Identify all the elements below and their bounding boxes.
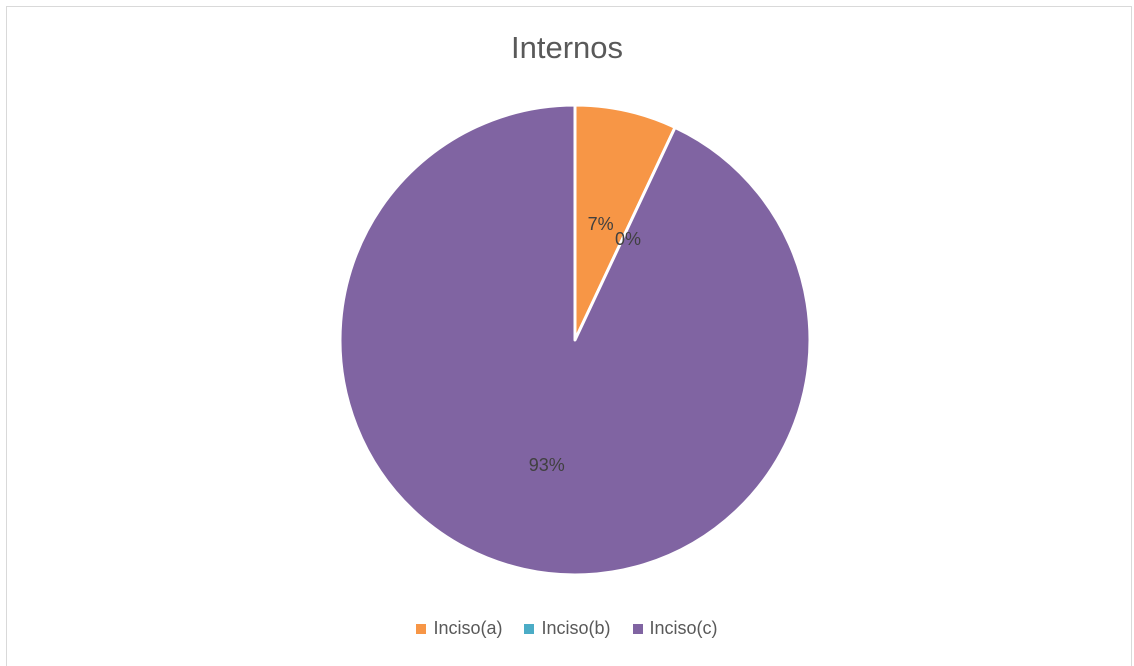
pie-data-labels: 7%0% 93% — [529, 214, 641, 475]
legend-label-inciso-a: Inciso(a) — [433, 618, 503, 638]
data-label-inciso-b: 0% — [615, 229, 641, 249]
legend-item-inciso-b: Inciso(b) — [524, 618, 611, 639]
legend-item-inciso-a: Inciso(a) — [416, 618, 502, 639]
legend-item-inciso-c: Inciso(c) — [632, 618, 718, 639]
pie-slices — [338, 103, 812, 577]
pie-slice-inciso-c — [338, 103, 812, 577]
chart-title: Internos — [510, 30, 623, 65]
data-label-inciso-a: 7% — [588, 214, 614, 234]
legend: Inciso(a) Inciso(b) Inciso(c) — [0, 618, 1134, 639]
legend-swatch-inciso-c — [632, 623, 643, 634]
pie-slice-inciso-a — [573, 103, 677, 342]
data-label-inciso-c: 93% — [529, 455, 565, 475]
legend-swatch-inciso-a — [416, 623, 427, 634]
legend-label-inciso-c: Inciso(c) — [649, 618, 718, 638]
legend-swatch-inciso-b — [524, 623, 535, 634]
legend-label-inciso-b: Inciso(b) — [541, 618, 611, 638]
